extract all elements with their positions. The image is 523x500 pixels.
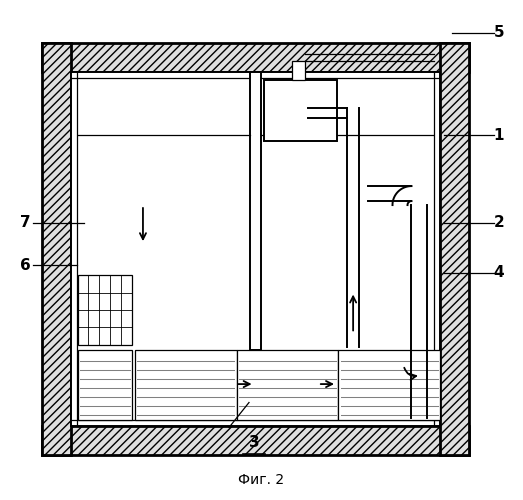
Bar xyxy=(440,42,469,455)
Bar xyxy=(41,42,71,455)
Bar xyxy=(250,72,261,350)
Bar xyxy=(135,350,236,420)
Bar xyxy=(41,42,469,71)
Text: 4: 4 xyxy=(494,265,504,280)
Bar xyxy=(41,426,469,455)
Bar xyxy=(77,275,132,345)
Bar xyxy=(77,350,132,420)
Text: 5: 5 xyxy=(494,25,504,40)
Text: 6: 6 xyxy=(20,258,31,272)
Bar xyxy=(236,350,338,420)
Bar xyxy=(338,350,440,420)
Text: 3: 3 xyxy=(249,435,259,450)
Text: Фиг. 2: Фиг. 2 xyxy=(238,473,285,487)
Text: 7: 7 xyxy=(20,215,31,230)
Bar xyxy=(71,72,440,426)
Bar xyxy=(292,61,305,80)
Bar xyxy=(264,80,336,141)
Text: 1: 1 xyxy=(494,128,504,142)
Text: 2: 2 xyxy=(494,215,504,230)
